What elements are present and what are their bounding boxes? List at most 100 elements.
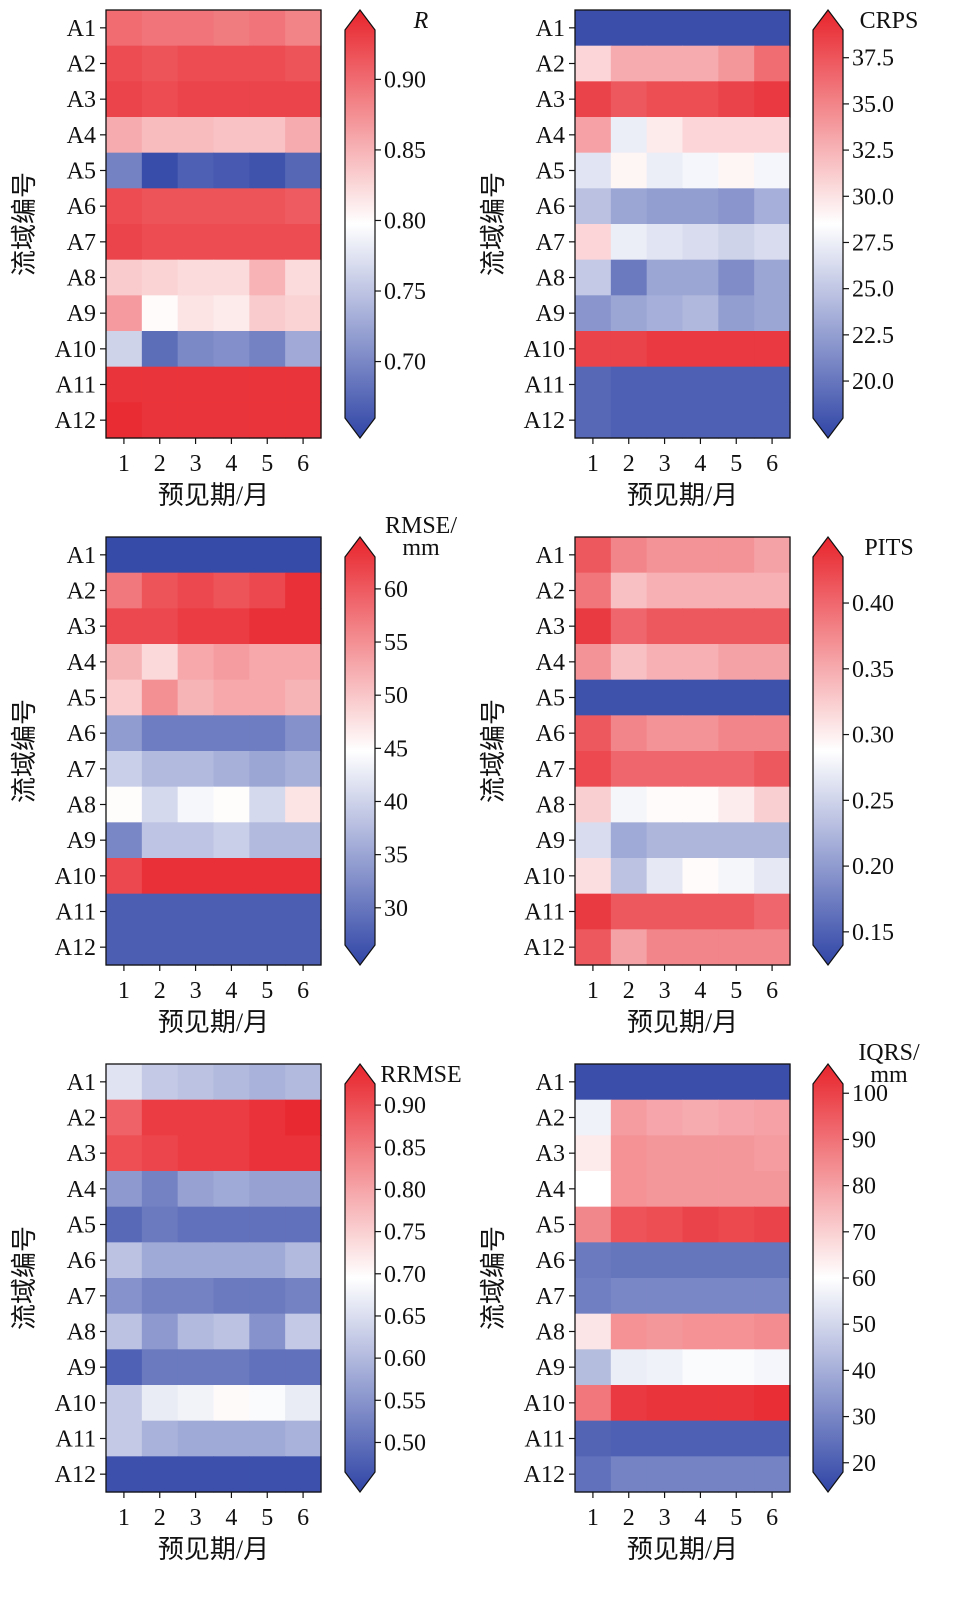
heatmap-cell bbox=[718, 331, 755, 368]
colorbar-title: CRPS bbox=[860, 8, 919, 34]
colorbar-title: mm bbox=[870, 1062, 908, 1088]
heatmap-cell bbox=[682, 1385, 719, 1422]
x-tick-label: 5 bbox=[261, 1505, 273, 1531]
heatmap-cell bbox=[682, 1206, 719, 1243]
heatmap-cell bbox=[177, 751, 215, 788]
heatmap-cell bbox=[285, 1064, 322, 1101]
heatmap-cell bbox=[141, 331, 179, 368]
y-axis-label: 流域编号 bbox=[479, 172, 508, 276]
heatmap-cell bbox=[213, 81, 250, 118]
y-tick-label: A3 bbox=[67, 1141, 96, 1167]
y-tick-label: A2 bbox=[536, 579, 565, 605]
x-tick-label: 2 bbox=[154, 451, 166, 477]
colorbar-title: R bbox=[413, 8, 429, 34]
heatmap-cell bbox=[177, 1135, 215, 1172]
heatmap-cell bbox=[754, 1206, 791, 1243]
x-tick-label: 6 bbox=[766, 1505, 778, 1531]
colorbar-title: mm bbox=[402, 535, 440, 561]
y-tick-label: A3 bbox=[536, 87, 565, 113]
heatmap-cell bbox=[610, 366, 648, 403]
x-tick-label: 2 bbox=[623, 1505, 635, 1531]
heatmap-cell bbox=[285, 822, 322, 859]
x-tick-label: 4 bbox=[694, 978, 706, 1004]
heatmap-cell bbox=[106, 1278, 143, 1315]
colorbar-tick-label: 0.85 bbox=[384, 138, 426, 164]
heatmap-cell bbox=[610, 751, 648, 788]
heatmap-cell bbox=[106, 402, 143, 439]
heatmap-cell bbox=[646, 1349, 684, 1386]
plot-frame bbox=[105, 1063, 322, 1493]
heatmap-cell bbox=[575, 1456, 612, 1493]
heatmap-cell bbox=[754, 295, 791, 332]
heatmap-cell bbox=[285, 893, 322, 930]
heatmap-cell bbox=[141, 572, 179, 609]
heatmap-cell bbox=[106, 929, 143, 966]
heatmap-cell bbox=[285, 1313, 322, 1350]
heatmap-cell bbox=[718, 537, 755, 574]
heatmap-cell bbox=[141, 295, 179, 332]
x-tick-label: 1 bbox=[587, 1505, 599, 1531]
heatmap-cell bbox=[646, 1099, 684, 1136]
heatmap-cell bbox=[106, 608, 143, 645]
heatmap-cell bbox=[141, 117, 179, 154]
heatmap-cell bbox=[213, 608, 250, 645]
y-tick-label: A2 bbox=[536, 52, 565, 78]
colorbar-tick-label: 0.90 bbox=[384, 67, 426, 93]
y-tick-label: A4 bbox=[536, 1177, 565, 1203]
y-axis-label: 流域编号 bbox=[479, 699, 508, 803]
heatmap-cell bbox=[754, 644, 791, 681]
heatmap-cell bbox=[213, 295, 250, 332]
y-tick-label: A12 bbox=[55, 408, 96, 434]
heatmap-cell bbox=[141, 858, 179, 895]
plot-frame bbox=[574, 536, 791, 966]
heatmap-cell bbox=[249, 1135, 286, 1172]
heatmap-cell bbox=[718, 1064, 755, 1101]
heatmap-cell bbox=[754, 1456, 791, 1493]
heatmap-cell bbox=[718, 1349, 755, 1386]
heatmap-cell bbox=[213, 786, 250, 823]
heatmap-cell bbox=[249, 366, 286, 403]
heatmap-cell bbox=[285, 117, 322, 154]
heatmap-cell bbox=[754, 117, 791, 154]
heatmap-cell bbox=[141, 751, 179, 788]
colorbar-tick-label: 60 bbox=[852, 1266, 876, 1292]
heatmap-cell bbox=[610, 858, 648, 895]
heatmap-cell bbox=[682, 858, 719, 895]
heatmap-cell bbox=[754, 402, 791, 439]
heatmap-cell bbox=[141, 1313, 179, 1350]
heatmap-cell bbox=[213, 679, 250, 716]
heatmap-cell bbox=[177, 1099, 215, 1136]
y-tick-label: A8 bbox=[67, 1320, 96, 1346]
colorbar-tick-label: 0.90 bbox=[384, 1093, 426, 1119]
heatmap-cell bbox=[646, 929, 684, 966]
heatmap-cell bbox=[285, 1278, 322, 1315]
heatmap-cell bbox=[646, 81, 684, 118]
heatmap-cell bbox=[575, 152, 612, 189]
heatmap-cell bbox=[285, 786, 322, 823]
x-tick-label: 3 bbox=[190, 451, 202, 477]
heatmap-cell bbox=[213, 1278, 250, 1315]
heatmap-cell bbox=[575, 929, 612, 966]
heatmap-cell bbox=[177, 715, 215, 752]
heatmap-cell bbox=[141, 81, 179, 118]
x-axis-label: 预见期/月 bbox=[627, 481, 738, 510]
x-tick-label: 1 bbox=[118, 978, 130, 1004]
heatmap-cell bbox=[177, 679, 215, 716]
heatmap-cell bbox=[177, 608, 215, 645]
y-tick-label: A9 bbox=[536, 828, 565, 854]
heatmap-cell bbox=[213, 1420, 250, 1457]
heatmap-cell bbox=[177, 1313, 215, 1350]
colorbar-tick-label: 35 bbox=[384, 843, 408, 869]
heatmap-cell bbox=[610, 45, 648, 82]
heatmap-cell bbox=[249, 1385, 286, 1422]
heatmap-cell bbox=[575, 715, 612, 752]
heatmap-panel-1: A1 A2 A3 A4 A5 A6 A7 A8 A9 A10 A11 A12 1 2 3 4 5 6 预见期/月 流域… bbox=[10, 8, 429, 510]
y-axis-label: 流域编号 bbox=[10, 1226, 39, 1330]
y-tick-label: A9 bbox=[67, 828, 96, 854]
heatmap-cell bbox=[575, 402, 612, 439]
x-tick-label: 5 bbox=[730, 451, 742, 477]
heatmap-cell bbox=[718, 1456, 755, 1493]
heatmap-cell bbox=[177, 644, 215, 681]
heatmap-cell bbox=[646, 331, 684, 368]
